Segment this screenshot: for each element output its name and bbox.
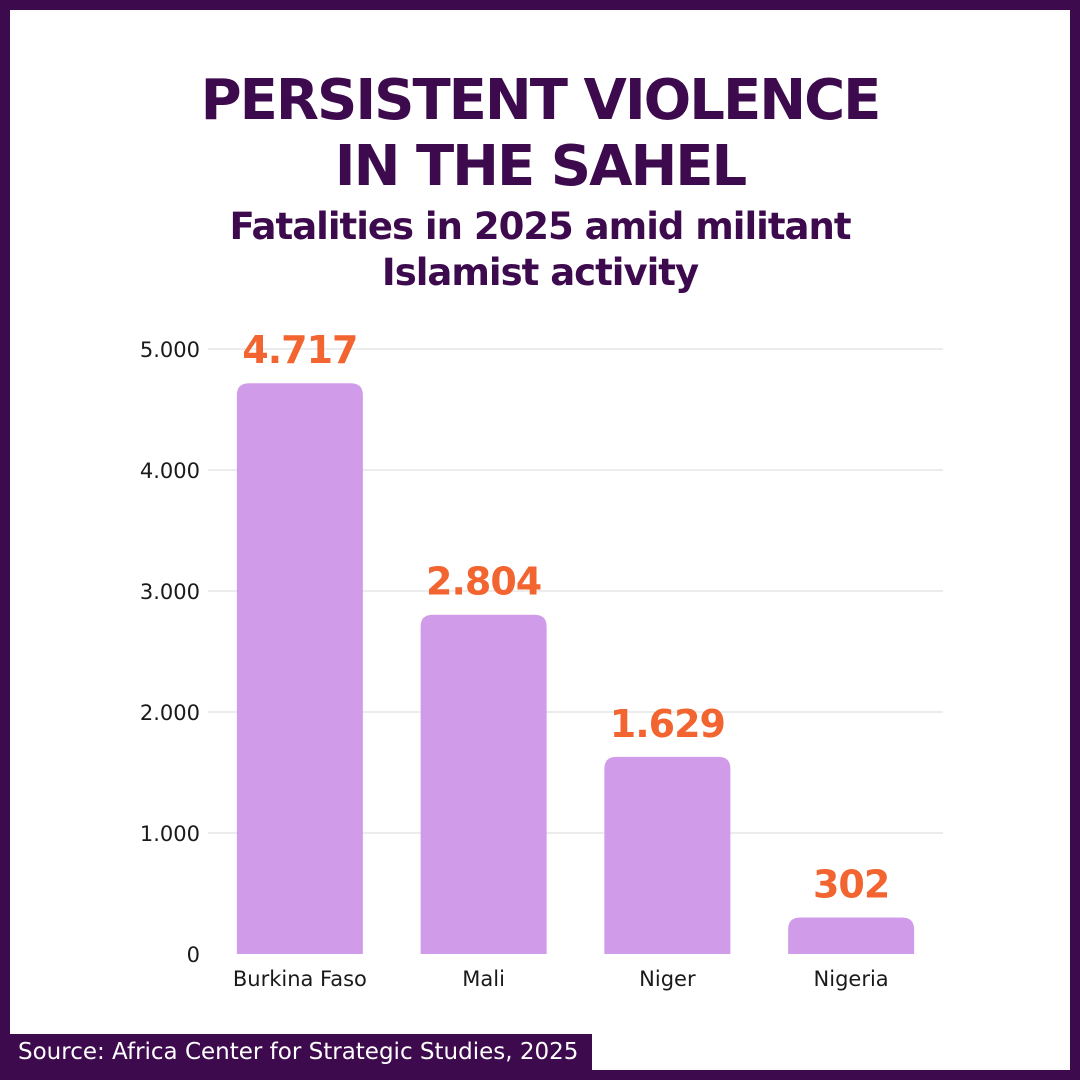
y-tick-label: 2.000 bbox=[140, 701, 200, 725]
value-label: 1.629 bbox=[610, 702, 725, 746]
chart-subtitle-line-2: Islamist activity bbox=[381, 251, 699, 294]
value-label: 4.717 bbox=[242, 328, 357, 372]
bar bbox=[788, 917, 915, 954]
chart-title-line-1: PERSISTENT VIOLENCE bbox=[200, 68, 882, 133]
value-label: 302 bbox=[813, 862, 889, 906]
source-note: Source: Africa Center for Strategic Stud… bbox=[10, 1034, 593, 1070]
x-tick-label: Nigeria bbox=[814, 967, 889, 991]
chart-subtitle-line-1: Fatalities in 2025 amid militant bbox=[229, 205, 851, 248]
y-tick-label: 5.000 bbox=[140, 338, 200, 362]
bars bbox=[236, 383, 915, 954]
chart-subtitle: Fatalities in 2025 amid militant Islamis… bbox=[10, 204, 1070, 296]
bar-chart: 0 1.000 2.000 3.000 4.000 5.000 4.717 2.804 1.6… bbox=[140, 328, 943, 991]
y-tick-label: 3.000 bbox=[140, 580, 200, 604]
y-tick-label: 0 bbox=[187, 943, 200, 967]
value-label: 2.804 bbox=[426, 560, 541, 604]
bar bbox=[236, 383, 363, 954]
x-tick-label: Burkina Faso bbox=[233, 967, 367, 991]
y-tick-label: 1.000 bbox=[140, 822, 200, 846]
x-tick-label: Niger bbox=[639, 967, 696, 991]
y-axis-ticks: 0 1.000 2.000 3.000 4.000 5.000 bbox=[140, 338, 200, 967]
chart-title-line-2: IN THE SAHEL bbox=[334, 134, 748, 199]
bar bbox=[604, 756, 731, 954]
value-labels: 4.717 2.804 1.629 302 bbox=[242, 328, 890, 906]
chart-frame: PERSISTENT VIOLENCE IN THE SAHEL Fatalit… bbox=[10, 10, 1070, 1070]
x-tick-label: Mali bbox=[462, 967, 505, 991]
chart-title: PERSISTENT VIOLENCE IN THE SAHEL bbox=[10, 68, 1070, 200]
bar bbox=[420, 614, 547, 954]
y-tick-label: 4.000 bbox=[140, 459, 200, 483]
x-axis-labels: Burkina Faso Mali Niger Nigeria bbox=[233, 967, 889, 991]
